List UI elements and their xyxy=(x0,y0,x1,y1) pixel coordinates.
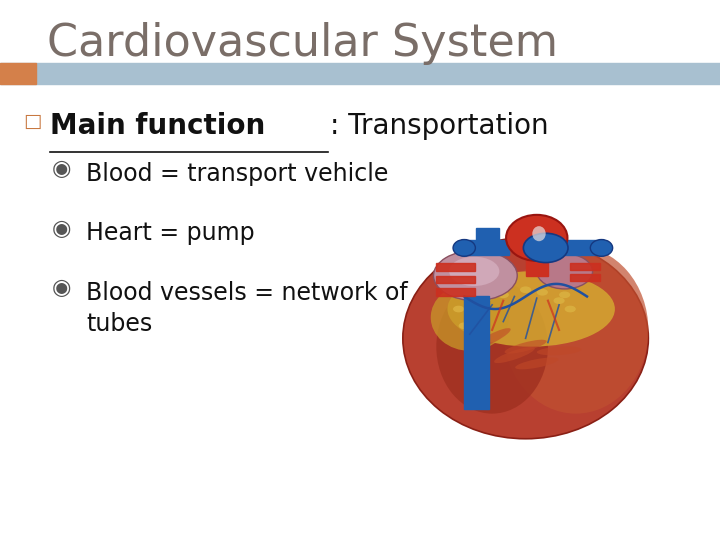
Ellipse shape xyxy=(537,347,581,355)
Ellipse shape xyxy=(523,233,568,262)
Ellipse shape xyxy=(503,246,648,414)
Bar xyxy=(464,240,509,255)
Bar xyxy=(436,275,475,283)
Ellipse shape xyxy=(537,254,593,289)
Text: ◉: ◉ xyxy=(52,159,71,179)
Text: Heart = pump: Heart = pump xyxy=(86,221,255,245)
Ellipse shape xyxy=(449,256,500,286)
Ellipse shape xyxy=(506,215,567,261)
Bar xyxy=(570,274,600,281)
Ellipse shape xyxy=(433,251,517,301)
Ellipse shape xyxy=(474,328,510,348)
Ellipse shape xyxy=(459,322,469,329)
Ellipse shape xyxy=(532,226,546,241)
Ellipse shape xyxy=(590,240,613,256)
Text: Blood vessels = network of
tubes: Blood vessels = network of tubes xyxy=(86,281,408,336)
Text: Cardiovascular System: Cardiovascular System xyxy=(47,22,558,65)
Bar xyxy=(436,288,475,295)
Bar xyxy=(436,263,475,271)
Text: Blood = transport vehicle: Blood = transport vehicle xyxy=(86,162,389,186)
Ellipse shape xyxy=(436,280,548,414)
Ellipse shape xyxy=(498,292,509,298)
Ellipse shape xyxy=(554,298,564,304)
Ellipse shape xyxy=(403,238,649,438)
Bar xyxy=(477,228,499,245)
Ellipse shape xyxy=(453,306,464,312)
Text: : Transportation: : Transportation xyxy=(330,112,549,140)
Text: □: □ xyxy=(23,112,42,131)
Ellipse shape xyxy=(494,347,535,363)
Ellipse shape xyxy=(505,340,546,354)
Ellipse shape xyxy=(515,357,559,369)
Text: ◉: ◉ xyxy=(52,278,71,298)
Bar xyxy=(552,240,601,255)
Text: Main function: Main function xyxy=(50,112,266,140)
Text: ◉: ◉ xyxy=(52,219,71,239)
Ellipse shape xyxy=(564,306,576,312)
Ellipse shape xyxy=(448,271,615,347)
Bar xyxy=(464,296,489,409)
Ellipse shape xyxy=(481,295,492,301)
Ellipse shape xyxy=(464,298,475,304)
Ellipse shape xyxy=(559,292,570,298)
Bar xyxy=(570,264,600,270)
Ellipse shape xyxy=(431,284,509,351)
Ellipse shape xyxy=(537,289,548,295)
Bar xyxy=(526,234,548,275)
Bar xyxy=(0,63,720,84)
Ellipse shape xyxy=(453,240,475,256)
Bar xyxy=(0,63,36,84)
Ellipse shape xyxy=(520,286,531,293)
